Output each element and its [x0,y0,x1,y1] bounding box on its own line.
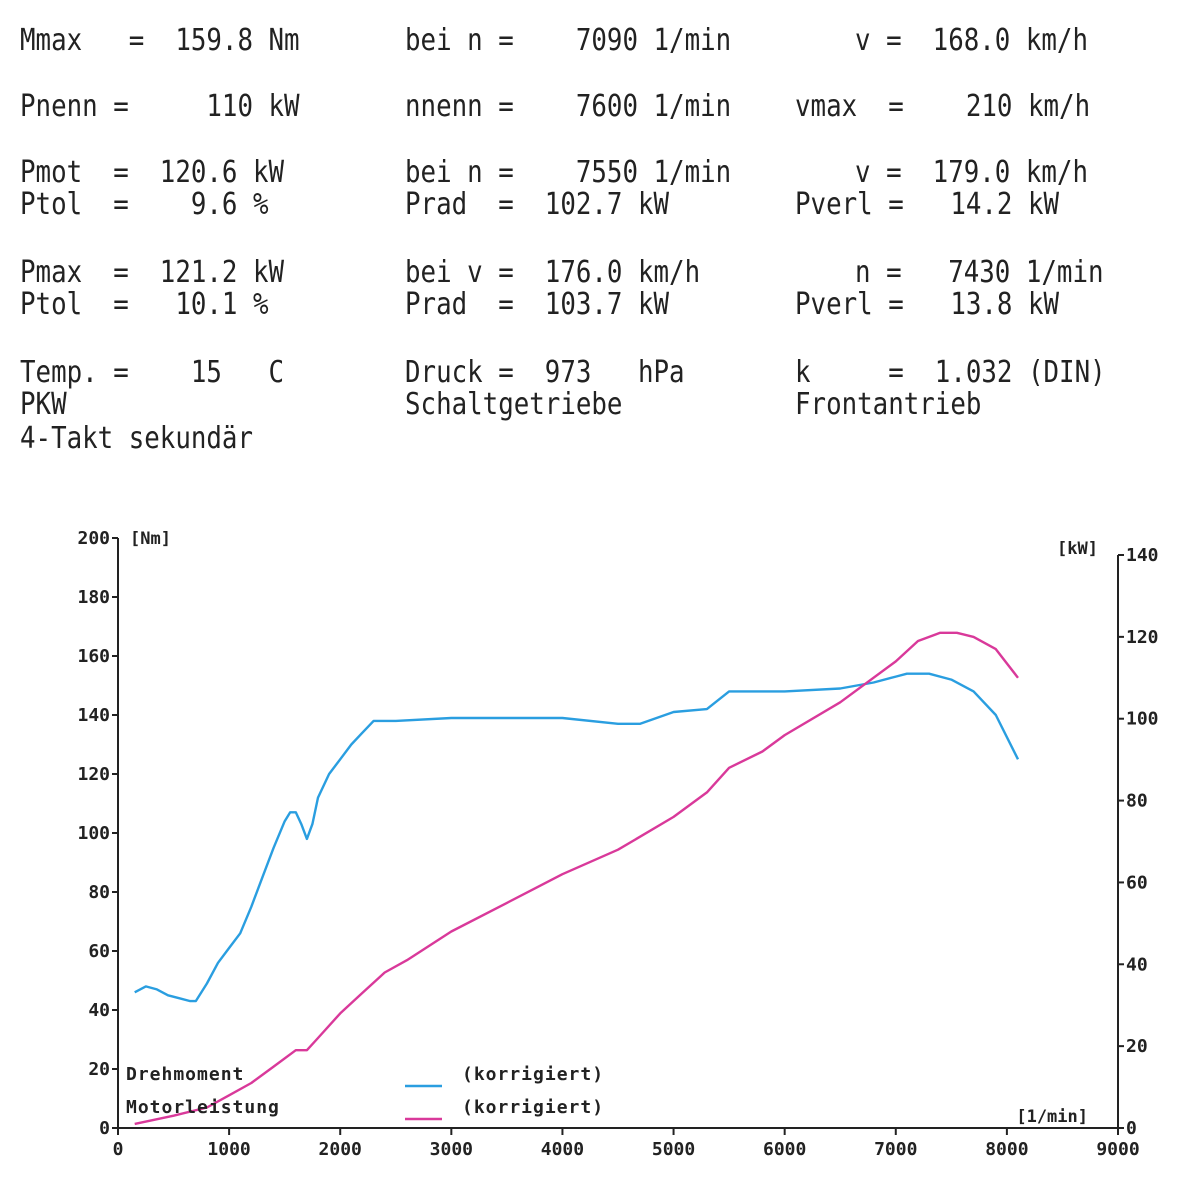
x-unit-label: [1/min] [1016,1107,1088,1127]
series-line-drehmoment [134,672,1020,1003]
y-left-tick-label: 160 [77,646,110,667]
y-left-tick-label: 20 [88,1059,110,1080]
header-line: 4-Takt sekundär [20,421,254,456]
header-line: nnenn = 7600 1/min [405,89,732,124]
y-left-unit-label: [Nm] [130,529,171,549]
y-left-tick-label: 120 [77,764,110,785]
x-tick-label: 3000 [430,1139,473,1160]
y-left-tick-label: 200 [77,528,110,549]
x-tick-label: 6000 [763,1139,806,1160]
header-line: bei n = 7090 1/min [405,23,732,58]
legend-name: Motorleistung [126,1097,280,1118]
y-left-tick-label: 0 [99,1118,110,1139]
header-line: Frontantrieb [795,387,982,422]
header-line: Pmax = 121.2 kW [20,255,285,290]
header-line: Prad = 103.7 kW [405,287,670,322]
chart-axes [112,537,1124,1135]
header-line: Ptol = 9.6 % [20,187,269,222]
x-tick-label: 8000 [985,1139,1028,1160]
x-tick-label: 0 [113,1139,124,1160]
header-line: Druck = 973 hPa [405,355,685,390]
y-left-tick-label: 40 [88,1000,110,1021]
header-line: Mmax = 159.8 Nm [20,23,300,58]
header-line: Schaltgetriebe [405,387,623,422]
y-right-tick-label: 120 [1126,627,1159,648]
y-left-tick-label: 140 [77,705,110,726]
header-line: vmax = 210 km/h [795,89,1091,124]
y-right-tick-label: 60 [1126,872,1148,893]
header-line: k = 1.032 (DIN) [795,355,1106,390]
header-line: Pmot = 120.6 kW [20,155,285,190]
legend-label: (korrigiert) [462,1064,604,1085]
x-tick-label: 1000 [207,1139,250,1160]
header-line: PKW [20,387,67,422]
y-right-tick-label: 100 [1126,709,1159,730]
y-right-tick-label: 80 [1126,791,1148,812]
x-tick-label: 5000 [652,1139,695,1160]
x-tick-label: 7000 [874,1139,917,1160]
y-right-tick-label: 140 [1126,545,1159,566]
y-left-tick-label: 100 [77,823,110,844]
header-line: v = 179.0 km/h [855,155,1089,190]
y-right-tick-label: 40 [1126,954,1148,975]
y-left-tick-label: 60 [88,941,110,962]
x-tick-label: 2000 [319,1139,362,1160]
header-line: bei v = 176.0 km/h [405,255,701,290]
legend-name: Drehmoment [126,1064,244,1085]
header-line: n = 7430 1/min [855,255,1104,290]
y-right-tick-label: 0 [1126,1118,1137,1139]
x-tick-label: 9000 [1096,1139,1139,1160]
header-line: Pverl = 13.8 kW [795,287,1060,322]
header-line: Pnenn = 110 kW [20,89,300,124]
header-line: v = 168.0 km/h [855,23,1089,58]
chart-labels: 0204060801001201401601802000204060801001… [77,528,1158,1160]
header-line: Prad = 102.7 kW [405,187,670,222]
header-line: Temp. = 15 C [20,355,285,390]
x-tick-label: 4000 [541,1139,584,1160]
header-line: Pverl = 14.2 kW [795,187,1060,222]
header-line: Ptol = 10.1 % [20,287,269,322]
y-left-tick-label: 80 [88,882,110,903]
y-left-tick-label: 180 [77,587,110,608]
y-right-tick-label: 20 [1126,1036,1148,1057]
header-line: bei n = 7550 1/min [405,155,732,190]
legend-label: (korrigiert) [462,1097,604,1118]
y-right-unit-label: [kW] [1057,539,1098,559]
series-line-motorleistung [134,631,1019,1126]
chart-lines [134,631,1020,1126]
